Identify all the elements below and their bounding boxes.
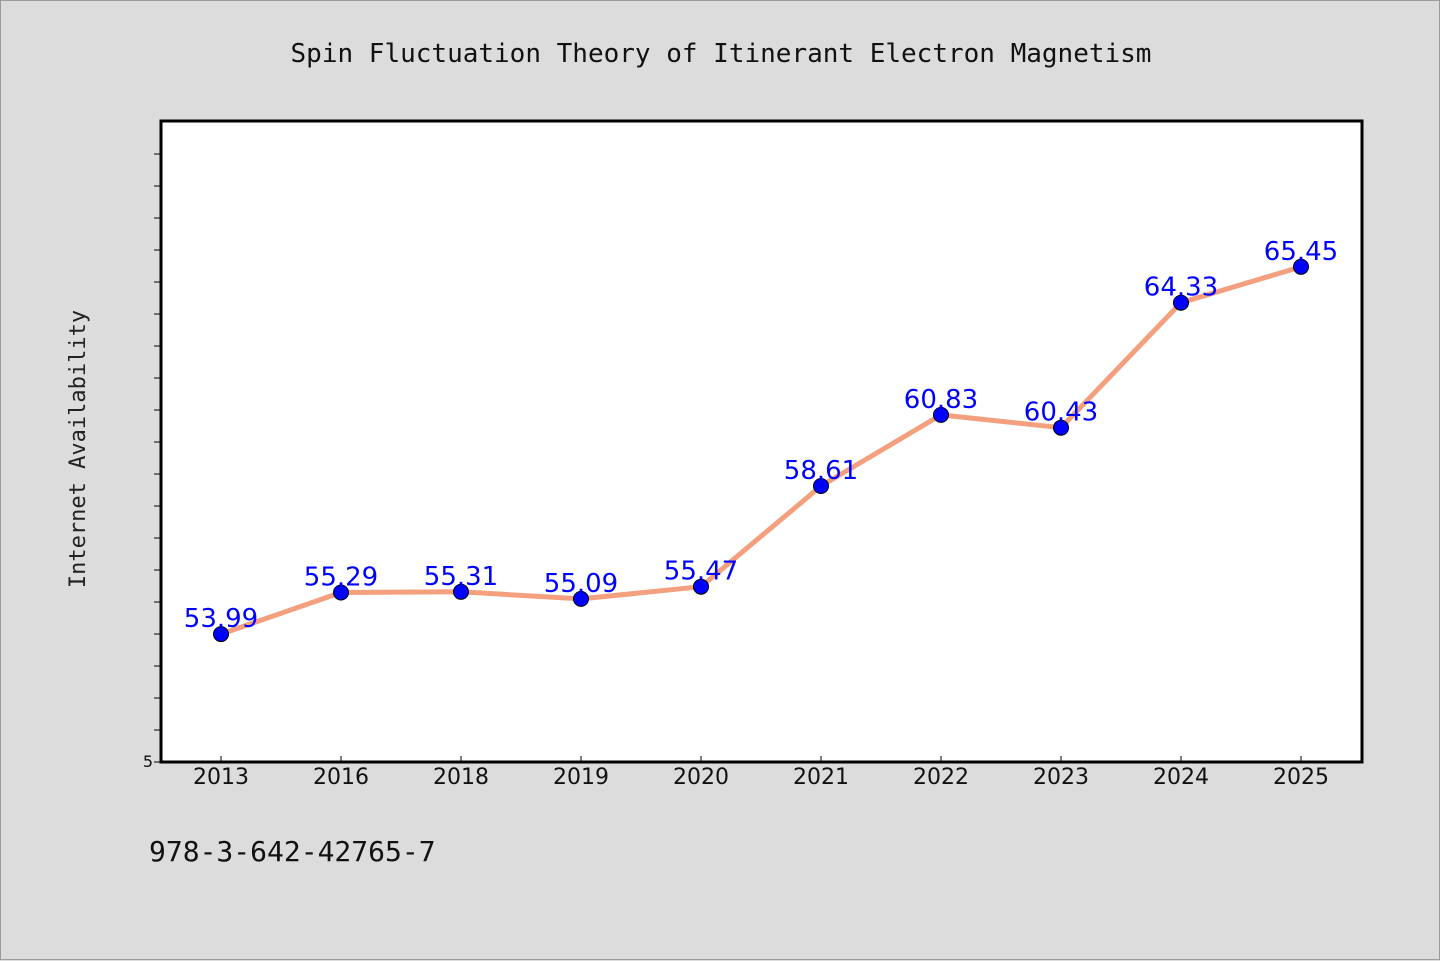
data-point xyxy=(1173,294,1189,311)
x-axis: 2013 2016 2018 2019 2020 2021 2022 2023 2024 2025 xyxy=(193,756,1329,790)
series-line xyxy=(218,264,1304,637)
data-point xyxy=(1293,258,1309,275)
data-label: 53.99 xyxy=(184,604,258,634)
x-tick-label: 2025 xyxy=(1273,765,1329,790)
y-axis-ticks xyxy=(154,153,161,763)
data-point xyxy=(453,583,469,600)
x-tick-label: 2019 xyxy=(553,765,609,790)
data-point xyxy=(933,406,949,423)
plot-area xyxy=(159,119,1364,764)
x-tick-label: 2021 xyxy=(793,765,849,790)
data-label: 55.09 xyxy=(544,569,618,599)
data-point xyxy=(693,578,709,595)
isbn-text: 978-3-642-42765-7 xyxy=(149,835,436,868)
x-tick-label: 2022 xyxy=(913,765,969,790)
data-point xyxy=(573,590,589,607)
data-label: 60.83 xyxy=(904,385,978,415)
data-point xyxy=(1053,419,1069,436)
x-tick-label: 2013 xyxy=(193,765,249,790)
x-tick-label: 2023 xyxy=(1033,765,1089,790)
y-tick-label: 5 xyxy=(143,752,153,771)
x-tick-label: 2020 xyxy=(673,765,729,790)
y-axis-label: Internet Availability xyxy=(66,310,91,588)
data-label: 55.31 xyxy=(424,562,498,592)
data-label: 55.47 xyxy=(664,557,738,587)
data-label: 58.61 xyxy=(784,456,858,486)
chart-title: Spin Fluctuation Theory of Itinerant Ele… xyxy=(291,39,1152,69)
data-point xyxy=(213,626,229,643)
data-point xyxy=(333,584,349,601)
x-tick-label: 2016 xyxy=(313,765,369,790)
data-label: 60.43 xyxy=(1024,398,1098,428)
series-group: 53.99 55.29 55.31 55.09 55.47 58.61 60.83 60.43… xyxy=(184,237,1338,643)
data-label: 65.45 xyxy=(1264,237,1338,267)
data-point xyxy=(813,478,829,494)
x-tick-label: 2018 xyxy=(433,765,489,790)
data-label: 64.33 xyxy=(1144,273,1218,303)
data-label: 55.29 xyxy=(304,563,378,593)
x-tick-label: 2024 xyxy=(1153,765,1209,790)
